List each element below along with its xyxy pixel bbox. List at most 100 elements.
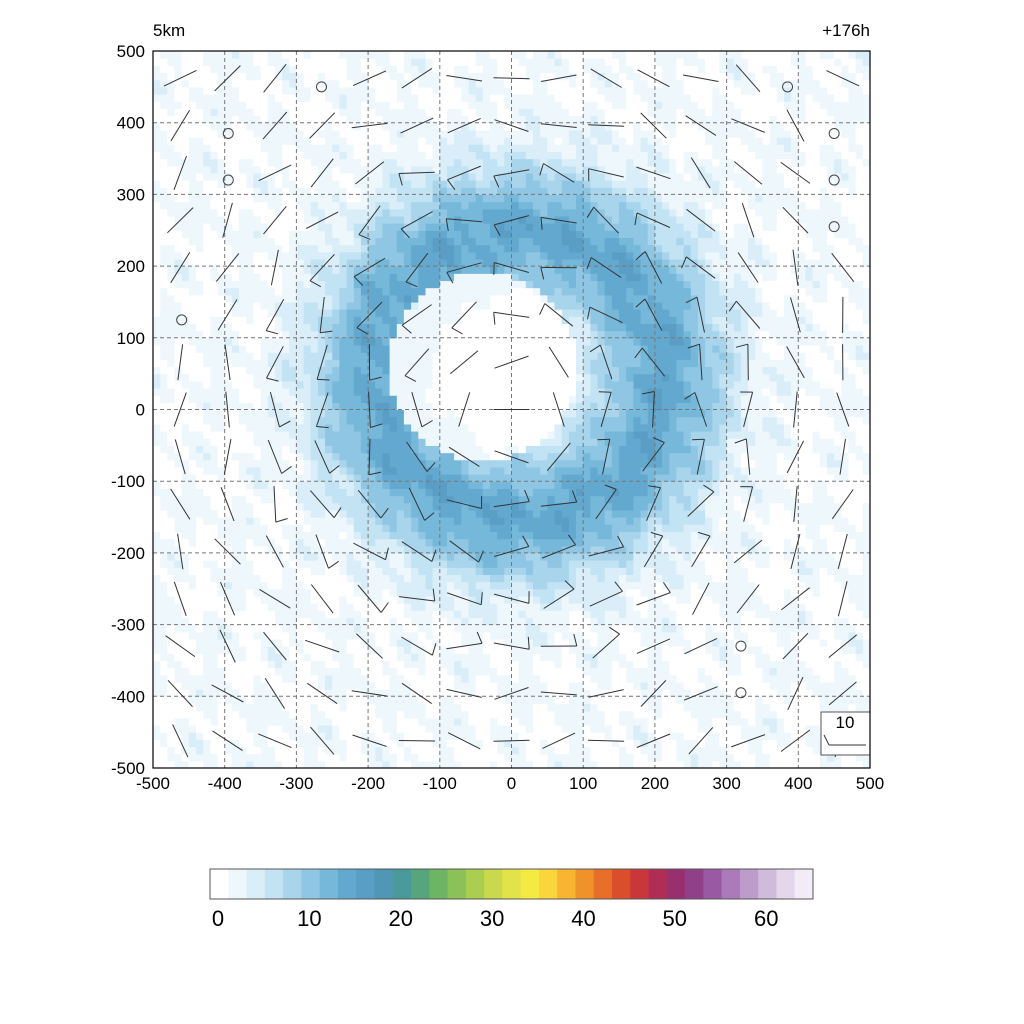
heatmap-cell (296, 108, 305, 117)
heatmap-cell (432, 746, 441, 755)
heatmap-cell (303, 703, 312, 712)
heatmap-cell (317, 230, 326, 239)
heatmap-cell (375, 524, 384, 532)
heatmap-cell (368, 251, 376, 260)
heatmap-cell (461, 560, 470, 568)
heatmap-cell (160, 101, 168, 109)
heatmap-cell (188, 129, 197, 138)
heatmap-cell (196, 495, 204, 504)
heatmap-cell (282, 86, 290, 95)
heatmap-cell (239, 373, 247, 382)
heatmap-cell (253, 108, 262, 117)
heatmap-cell (231, 258, 240, 267)
heatmap-cell (490, 474, 498, 482)
heatmap-cell (203, 137, 211, 145)
heatmap-cell (461, 466, 470, 475)
heatmap-cell (246, 388, 254, 396)
heatmap-cell (188, 653, 197, 662)
heatmap-cell (224, 337, 233, 346)
heatmap-cell (203, 108, 211, 117)
heatmap-cell (332, 323, 341, 332)
heatmap-cell (325, 72, 333, 81)
heatmap-cell (403, 309, 412, 317)
heatmap-cell (418, 72, 427, 81)
heatmap-cell (296, 323, 305, 332)
heatmap-cell (389, 366, 398, 375)
heatmap-cell (174, 144, 183, 152)
heatmap-cell (325, 158, 333, 167)
heatmap-cell (174, 108, 183, 117)
heatmap-cell (439, 187, 448, 195)
heatmap-cell (339, 466, 348, 475)
heatmap-cell (174, 682, 183, 690)
heatmap-cell (375, 739, 384, 748)
heatmap-cell (332, 388, 341, 396)
heatmap-cell (203, 610, 211, 619)
heatmap-cell (439, 452, 448, 461)
heatmap-cell (368, 373, 376, 382)
heatmap-cell (317, 180, 326, 188)
heatmap-cell (396, 689, 405, 697)
heatmap-cell (274, 65, 283, 74)
heatmap-cell (253, 746, 262, 755)
heatmap-cell (239, 172, 247, 181)
heatmap-cell (303, 595, 312, 604)
heatmap-cell (203, 316, 211, 325)
heatmap-cell (167, 359, 176, 368)
heatmap-cell (368, 366, 376, 375)
heatmap-cell (360, 488, 369, 497)
heatmap-cell (490, 194, 498, 203)
heatmap-cell (224, 409, 233, 418)
heatmap-cell (447, 739, 455, 748)
heatmap-cell (490, 409, 498, 418)
heatmap-cell (396, 452, 405, 461)
heatmap-cell (461, 223, 470, 231)
heatmap-cell (274, 502, 283, 511)
heatmap-cell (296, 631, 305, 640)
heatmap-cell (317, 617, 326, 626)
heatmap-cell (224, 273, 233, 282)
heatmap-cell (432, 137, 441, 145)
heatmap-cell (482, 51, 491, 59)
heatmap-cell (439, 58, 448, 66)
heatmap-cell (504, 552, 513, 561)
heatmap-cell (332, 710, 341, 719)
heatmap-cell (203, 445, 211, 454)
heatmap-cell (447, 51, 455, 59)
heatmap-cell (317, 294, 326, 303)
heatmap-cell (353, 287, 362, 296)
heatmap-cell (346, 660, 355, 669)
heatmap-cell (217, 101, 226, 109)
heatmap-cell (160, 524, 168, 532)
heatmap-cell (375, 137, 384, 145)
heatmap-cell (160, 129, 168, 138)
heatmap-cell (332, 423, 341, 432)
heatmap-cell (389, 574, 398, 583)
heatmap-cell (167, 388, 176, 396)
heatmap-cell (439, 732, 448, 740)
heatmap-cell (382, 223, 391, 231)
heatmap-cell (224, 388, 233, 396)
heatmap-cell (260, 674, 269, 683)
heatmap-cell (317, 717, 326, 726)
heatmap-cell (425, 466, 434, 475)
heatmap-cell (468, 201, 477, 210)
heatmap-cell (504, 445, 513, 454)
heatmap-cell (339, 502, 348, 511)
heatmap-cell (432, 703, 441, 712)
heatmap-cell (317, 552, 326, 561)
heatmap-cell (274, 638, 283, 647)
heatmap-cell (153, 395, 161, 403)
heatmap-cell (239, 667, 247, 676)
heatmap-cell (282, 201, 290, 210)
heatmap-cell (339, 631, 348, 640)
heatmap-cell (153, 760, 161, 768)
heatmap-cell (497, 280, 505, 289)
heatmap-cell (425, 208, 434, 217)
heatmap-cell (389, 416, 398, 425)
heatmap-cell (432, 517, 441, 525)
heatmap-cell (210, 725, 219, 733)
heatmap-cell (411, 366, 419, 375)
heatmap-cell (296, 86, 305, 95)
heatmap-cell (497, 122, 505, 131)
